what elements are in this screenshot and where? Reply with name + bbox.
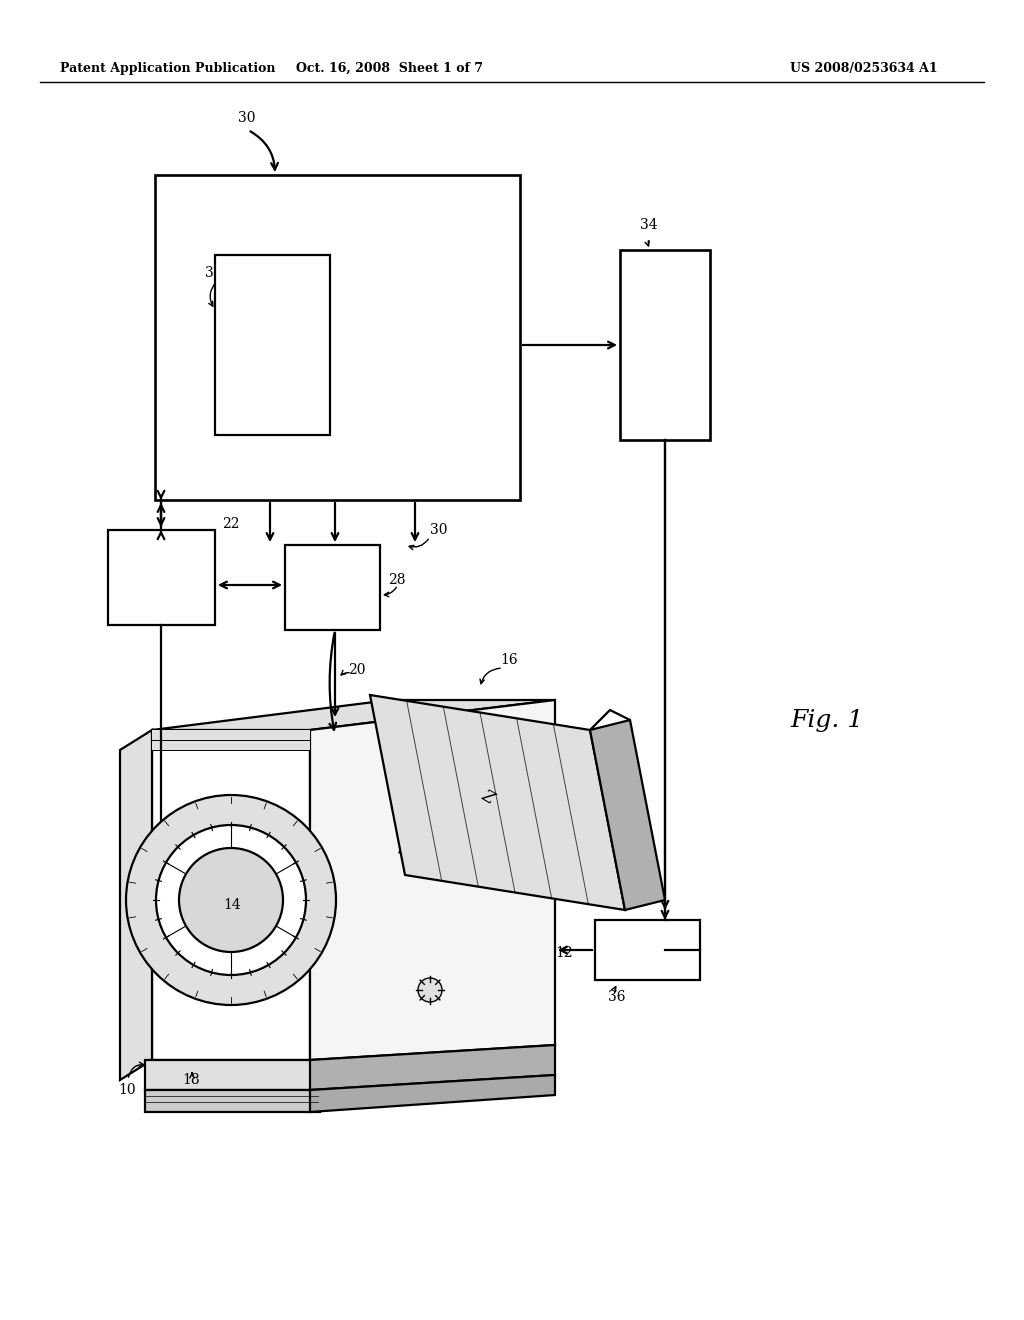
Text: 18: 18 <box>182 1073 200 1086</box>
Text: 30: 30 <box>430 523 447 537</box>
Bar <box>285 545 380 630</box>
Bar <box>620 249 710 440</box>
Bar <box>145 1060 319 1090</box>
Text: 16: 16 <box>500 653 517 667</box>
Polygon shape <box>120 730 152 1080</box>
Bar <box>145 1090 319 1111</box>
Text: Fig. 1: Fig. 1 <box>790 709 863 731</box>
Bar <box>595 920 700 979</box>
Text: Patent Application Publication: Patent Application Publication <box>60 62 275 75</box>
Bar <box>155 176 520 500</box>
Polygon shape <box>152 700 555 730</box>
Text: 10: 10 <box>118 1082 135 1097</box>
Circle shape <box>156 825 306 975</box>
Polygon shape <box>370 696 625 909</box>
Bar <box>215 255 330 436</box>
Text: 34: 34 <box>640 218 657 232</box>
Polygon shape <box>310 1074 555 1111</box>
Circle shape <box>179 847 283 952</box>
Text: Oct. 16, 2008  Sheet 1 of 7: Oct. 16, 2008 Sheet 1 of 7 <box>297 62 483 75</box>
Text: Z: Z <box>478 787 497 808</box>
Text: 28: 28 <box>388 573 406 587</box>
Bar <box>152 730 310 750</box>
Text: 20: 20 <box>348 663 366 677</box>
Polygon shape <box>310 1045 555 1090</box>
Polygon shape <box>152 730 310 1060</box>
Text: 30: 30 <box>238 111 256 125</box>
Text: 12: 12 <box>555 946 572 960</box>
Circle shape <box>126 795 336 1005</box>
Circle shape <box>418 978 442 1002</box>
Polygon shape <box>310 700 555 1060</box>
Text: 22: 22 <box>222 517 240 531</box>
Text: 36: 36 <box>608 990 626 1005</box>
Text: 14: 14 <box>223 898 241 912</box>
Bar <box>108 531 215 624</box>
Text: US 2008/0253634 A1: US 2008/0253634 A1 <box>790 62 938 75</box>
Text: 32: 32 <box>205 267 222 280</box>
Polygon shape <box>590 719 665 909</box>
